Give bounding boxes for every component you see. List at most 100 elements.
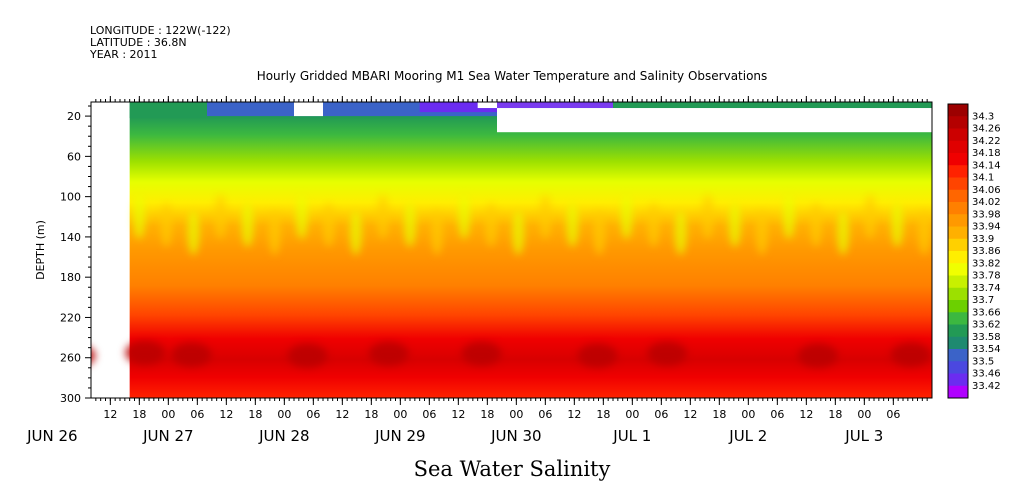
colorbar-label: 33.98 <box>972 209 1001 220</box>
colorbar-swatch <box>948 300 968 313</box>
x-tick-label: 12 <box>451 408 465 421</box>
mid-depth-streak <box>837 210 850 255</box>
mid-depth-streak <box>349 210 362 255</box>
mid-depth-streak <box>620 194 633 239</box>
deep-maximum <box>287 343 328 368</box>
x-tick-label: 12 <box>103 408 117 421</box>
mid-depth-streak <box>241 202 254 247</box>
x-tick-label: 06 <box>886 408 900 421</box>
x-date-label: JUN 28 <box>258 427 309 445</box>
colorbar-label: 34.14 <box>972 160 1001 171</box>
deep-maximum <box>890 342 931 367</box>
y-tick-label: 220 <box>60 311 81 324</box>
mid-depth-streak <box>864 194 877 239</box>
salinity-field <box>129 102 932 398</box>
deep-maximum <box>577 343 618 368</box>
deep-maximum <box>125 340 166 365</box>
y-axis-label: DEPTH (m) <box>34 220 47 280</box>
mid-depth-streak <box>322 202 335 247</box>
plot-area <box>91 102 932 398</box>
x-tick-label: 18 <box>596 408 610 421</box>
x-tick-label: 06 <box>190 408 204 421</box>
x-tick-label: 06 <box>306 408 320 421</box>
x-date-label: JUN 27 <box>142 427 193 445</box>
colorbar-label: 34.26 <box>972 124 1001 135</box>
mid-depth-streak <box>891 202 904 247</box>
x-axis: 12 18 00 06 12 18 00 06 12 18 00 06 12 18 00 06 12 18 00 06… <box>26 96 928 445</box>
x-date-label: JUN 26 <box>26 427 77 445</box>
x-date-label: JUL 3 <box>844 427 883 445</box>
mid-depth-streak <box>701 194 714 239</box>
colorbar-label: 33.86 <box>972 246 1001 257</box>
mid-depth-streak <box>458 194 471 239</box>
x-tick-label: 18 <box>132 408 146 421</box>
x-date-label: JUL 2 <box>728 427 767 445</box>
mid-depth-streak <box>566 202 579 247</box>
colorbar-label: 33.42 <box>972 381 1001 392</box>
x-tick-label: 00 <box>277 408 291 421</box>
x-tick-label: 00 <box>161 408 175 421</box>
x-tick-label: 00 <box>857 408 871 421</box>
very-low-salinity-band <box>497 102 613 109</box>
missing-data-gap <box>294 102 323 117</box>
y-tick-label: 140 <box>60 231 81 244</box>
colorbar-swatch <box>948 104 968 117</box>
colorbar-swatch <box>948 336 968 350</box>
mid-depth-streak <box>728 202 741 247</box>
colorbar-label: 33.62 <box>972 320 1001 331</box>
mid-depth-streak <box>268 210 281 255</box>
colorbar-swatch <box>948 251 968 264</box>
mid-depth-streak <box>918 210 931 255</box>
colorbar-label: 33.7 <box>972 295 994 306</box>
very-low-salinity-band <box>419 102 497 113</box>
mid-depth-streak <box>160 202 173 247</box>
y-tick-label: 100 <box>60 191 81 204</box>
colorbar-swatch <box>948 263 968 276</box>
mid-depth-streak <box>512 210 525 255</box>
mid-depth-streak <box>755 210 768 255</box>
colorbar-swatch <box>948 385 968 399</box>
colorbar-frame <box>947 103 969 399</box>
x-tick-label: 12 <box>799 408 813 421</box>
mid-depth-streak <box>295 194 308 239</box>
missing-data-gap <box>477 102 497 109</box>
mid-depth-streak <box>485 202 498 247</box>
colorbar-label: 33.5 <box>972 356 994 367</box>
y-tick-label: 180 <box>60 271 81 284</box>
colorbar-label: 33.46 <box>972 369 1001 380</box>
colorbar-swatch <box>948 140 968 154</box>
colorbar-swatch <box>948 153 968 166</box>
mid-depth-streak <box>810 202 822 247</box>
y-tick-label: 260 <box>60 352 81 365</box>
x-tick-label: 12 <box>567 408 581 421</box>
x-tick-label: 06 <box>770 408 784 421</box>
mid-depth-streak <box>214 194 227 239</box>
deep-maximum <box>797 343 838 368</box>
colorbar-label: 34.3 <box>972 111 994 122</box>
mid-depth-streak <box>404 202 416 247</box>
mid-depth-streak <box>647 202 660 247</box>
colorbar-swatch <box>948 165 968 178</box>
y-tick-label: 300 <box>60 392 81 405</box>
mid-depth-streak <box>376 194 389 239</box>
colorbar-swatch <box>948 226 968 240</box>
colorbar-swatch <box>948 312 968 325</box>
deep-maximum <box>461 341 502 366</box>
x-tick-label: 00 <box>393 408 407 421</box>
x-tick-label: 12 <box>683 408 697 421</box>
colorbar-label: 33.66 <box>972 307 1001 318</box>
x-tick-label: 18 <box>712 408 726 421</box>
x-date-label: JUN 30 <box>490 427 541 445</box>
x-date-label: JUN 29 <box>374 427 425 445</box>
x-tick-label: 12 <box>335 408 349 421</box>
mid-depth-streak <box>133 194 146 239</box>
colorbar-swatch <box>948 275 968 289</box>
x-tick-label: 06 <box>654 408 668 421</box>
x-tick-label: 06 <box>538 408 552 421</box>
colorbar-label: 33.82 <box>972 258 1001 269</box>
colorbar-label: 34.18 <box>972 148 1001 159</box>
x-tick-label: 00 <box>509 408 523 421</box>
deep-maximum <box>91 348 96 364</box>
colorbar-legend: 34.334.2634.2234.1834.1434.134.0634.0233… <box>947 103 1001 399</box>
